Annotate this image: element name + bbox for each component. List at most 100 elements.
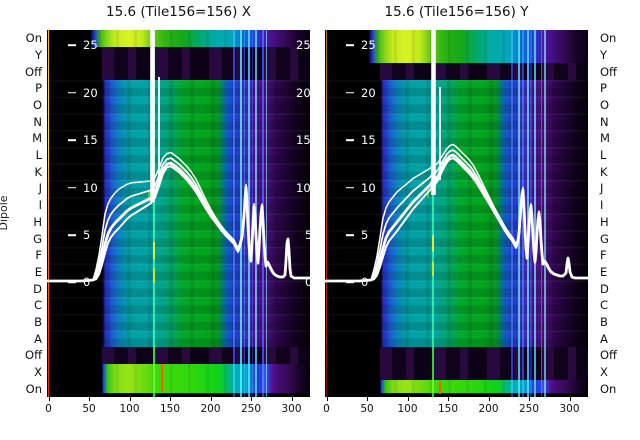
row-label-right-8: K	[600, 164, 608, 179]
row-label-left-8: K	[34, 164, 42, 179]
row-label-left-6: M	[32, 131, 42, 146]
rfi-stripe-7	[265, 30, 267, 397]
amp-tick-mark-25	[68, 44, 76, 46]
row-label-right-20: X	[600, 364, 608, 379]
amp-tick-mark-10	[68, 186, 76, 189]
amp-tick-label-5: 5	[83, 228, 91, 242]
rfi-stripe-5	[534, 30, 536, 397]
edge-artifact-stripe	[325, 30, 328, 397]
row-label-left-11: H	[33, 214, 42, 229]
amp-tick-mark-20	[68, 91, 76, 94]
row-label-right-7: L	[600, 148, 607, 163]
rfi-stripe-0	[511, 30, 513, 397]
row-label-left-1: Y	[34, 48, 42, 63]
x-tick-mark-Y-150	[448, 397, 450, 401]
amp-tick-label-right-0: 0	[305, 275, 310, 289]
x-tick-mark-Y-0	[326, 397, 328, 401]
row-label-right-1: Y	[600, 48, 608, 63]
rfi-stripe-8	[432, 30, 434, 397]
rfi-stripe-8	[153, 30, 155, 397]
row-label-left-20: X	[34, 364, 42, 379]
amplitude-line-3	[47, 165, 310, 282]
amp-tick-mark-15	[346, 139, 354, 141]
row-label-right-15: D	[600, 281, 609, 296]
x-tick-label-Y-100: 100	[397, 403, 418, 415]
x-tick-label-Y-200: 200	[478, 403, 499, 415]
x-tick-mark-X-0	[48, 397, 50, 401]
row-label-left-19: Off	[25, 348, 42, 363]
row-label-right-2: Off	[600, 64, 617, 79]
heat-segment-0	[152, 242, 155, 259]
amplitude-line-0	[325, 143, 588, 282]
amp-tick-label-0: 0	[83, 275, 91, 289]
row-label-right-3: P	[600, 81, 607, 96]
rfi-stripe-7	[544, 30, 546, 397]
row-label-left-16: C	[33, 298, 42, 313]
x-tick-label-Y-250: 250	[518, 403, 540, 415]
amp-tick-label-right-25: 25	[296, 38, 310, 52]
row-label-right-0: On	[600, 31, 617, 46]
row-label-left-15: D	[33, 281, 42, 296]
row-label-left-4: O	[32, 98, 42, 113]
x-tick-mark-Y-100	[407, 397, 409, 401]
amp-tick-label-right-5: 5	[305, 228, 310, 242]
row-label-right-10: I	[600, 198, 604, 213]
amp-tick-label-right-10: 10	[296, 180, 310, 195]
x-tick-mark-X-100	[129, 397, 131, 401]
x-tick-label-Y-0: 0	[323, 403, 330, 415]
row-label-right-19: Off	[600, 348, 617, 363]
x-tick-label-X-150: 150	[159, 403, 181, 415]
row-label-left-21: On	[25, 381, 42, 396]
panel-y-title: 15.6 (Tile156=156) Y	[384, 4, 529, 20]
rfi-stripe-1	[240, 30, 242, 397]
rfi-stripe-0	[233, 30, 235, 397]
row-label-left-18: A	[34, 331, 42, 346]
x-tick-mark-X-300	[291, 397, 293, 401]
x-tick-mark-X-200	[210, 397, 212, 401]
rfi-stripe-6	[540, 30, 543, 397]
row-label-right-17: B	[600, 314, 608, 329]
panel-x-title: 15.6 (Tile156=156) X	[106, 4, 251, 20]
x-tick-mark-Y-250	[529, 397, 531, 401]
amp-tick-label-right-15: 15	[296, 133, 310, 147]
row-label-left-0: On	[25, 31, 42, 46]
rfi-stripe-1	[518, 30, 520, 397]
amp-tick-label-10: 10	[361, 180, 376, 195]
x-tick-mark-X-50	[89, 397, 91, 401]
amplitude-curve-overlay	[325, 30, 588, 283]
row-label-right-12: G	[600, 231, 609, 246]
row-label-right-6: M	[600, 131, 610, 146]
x-tick-label-X-100: 100	[119, 403, 140, 415]
amplitude-line-2	[325, 153, 588, 283]
x-tick-label-Y-150: 150	[437, 403, 459, 415]
row-label-left-17: B	[34, 314, 42, 329]
amp-tick-label-right-20: 20	[296, 85, 310, 100]
amp-tick-mark-5	[346, 234, 354, 236]
amp-tick-label-5: 5	[361, 228, 369, 242]
x-tick-label-X-250: 250	[240, 403, 262, 415]
row-label-right-5: N	[600, 114, 609, 129]
heat-segment-3	[439, 381, 441, 394]
x-tick-mark-Y-200	[488, 397, 490, 401]
row-label-left-13: F	[35, 248, 42, 263]
amplitude-curve-overlay	[47, 30, 310, 283]
amp-tick-label-10: 10	[83, 180, 98, 195]
amp-tick-mark-5	[68, 234, 76, 236]
x-tick-mark-X-250	[251, 397, 253, 401]
heat-segment-2	[148, 190, 150, 202]
heat-segment-0	[431, 235, 434, 252]
row-label-right-9: J	[600, 181, 604, 196]
rfi-stripe-3	[248, 30, 250, 397]
x-tick-label-X-50: 50	[82, 403, 96, 415]
row-label-right-13: F	[600, 248, 607, 263]
row-label-left-14: E	[34, 264, 42, 279]
x-tick-label-X-0: 0	[45, 403, 52, 415]
amplitude-line-2	[47, 161, 310, 283]
rfi-stripe-3	[526, 30, 529, 397]
row-label-left-12: G	[33, 231, 42, 246]
heat-segment-1	[431, 262, 434, 276]
amp-tick-label-20: 20	[83, 85, 98, 100]
amp-tick-mark-15	[68, 139, 76, 141]
row-label-left-9: J	[38, 181, 42, 196]
amp-tick-label-15: 15	[83, 133, 98, 147]
